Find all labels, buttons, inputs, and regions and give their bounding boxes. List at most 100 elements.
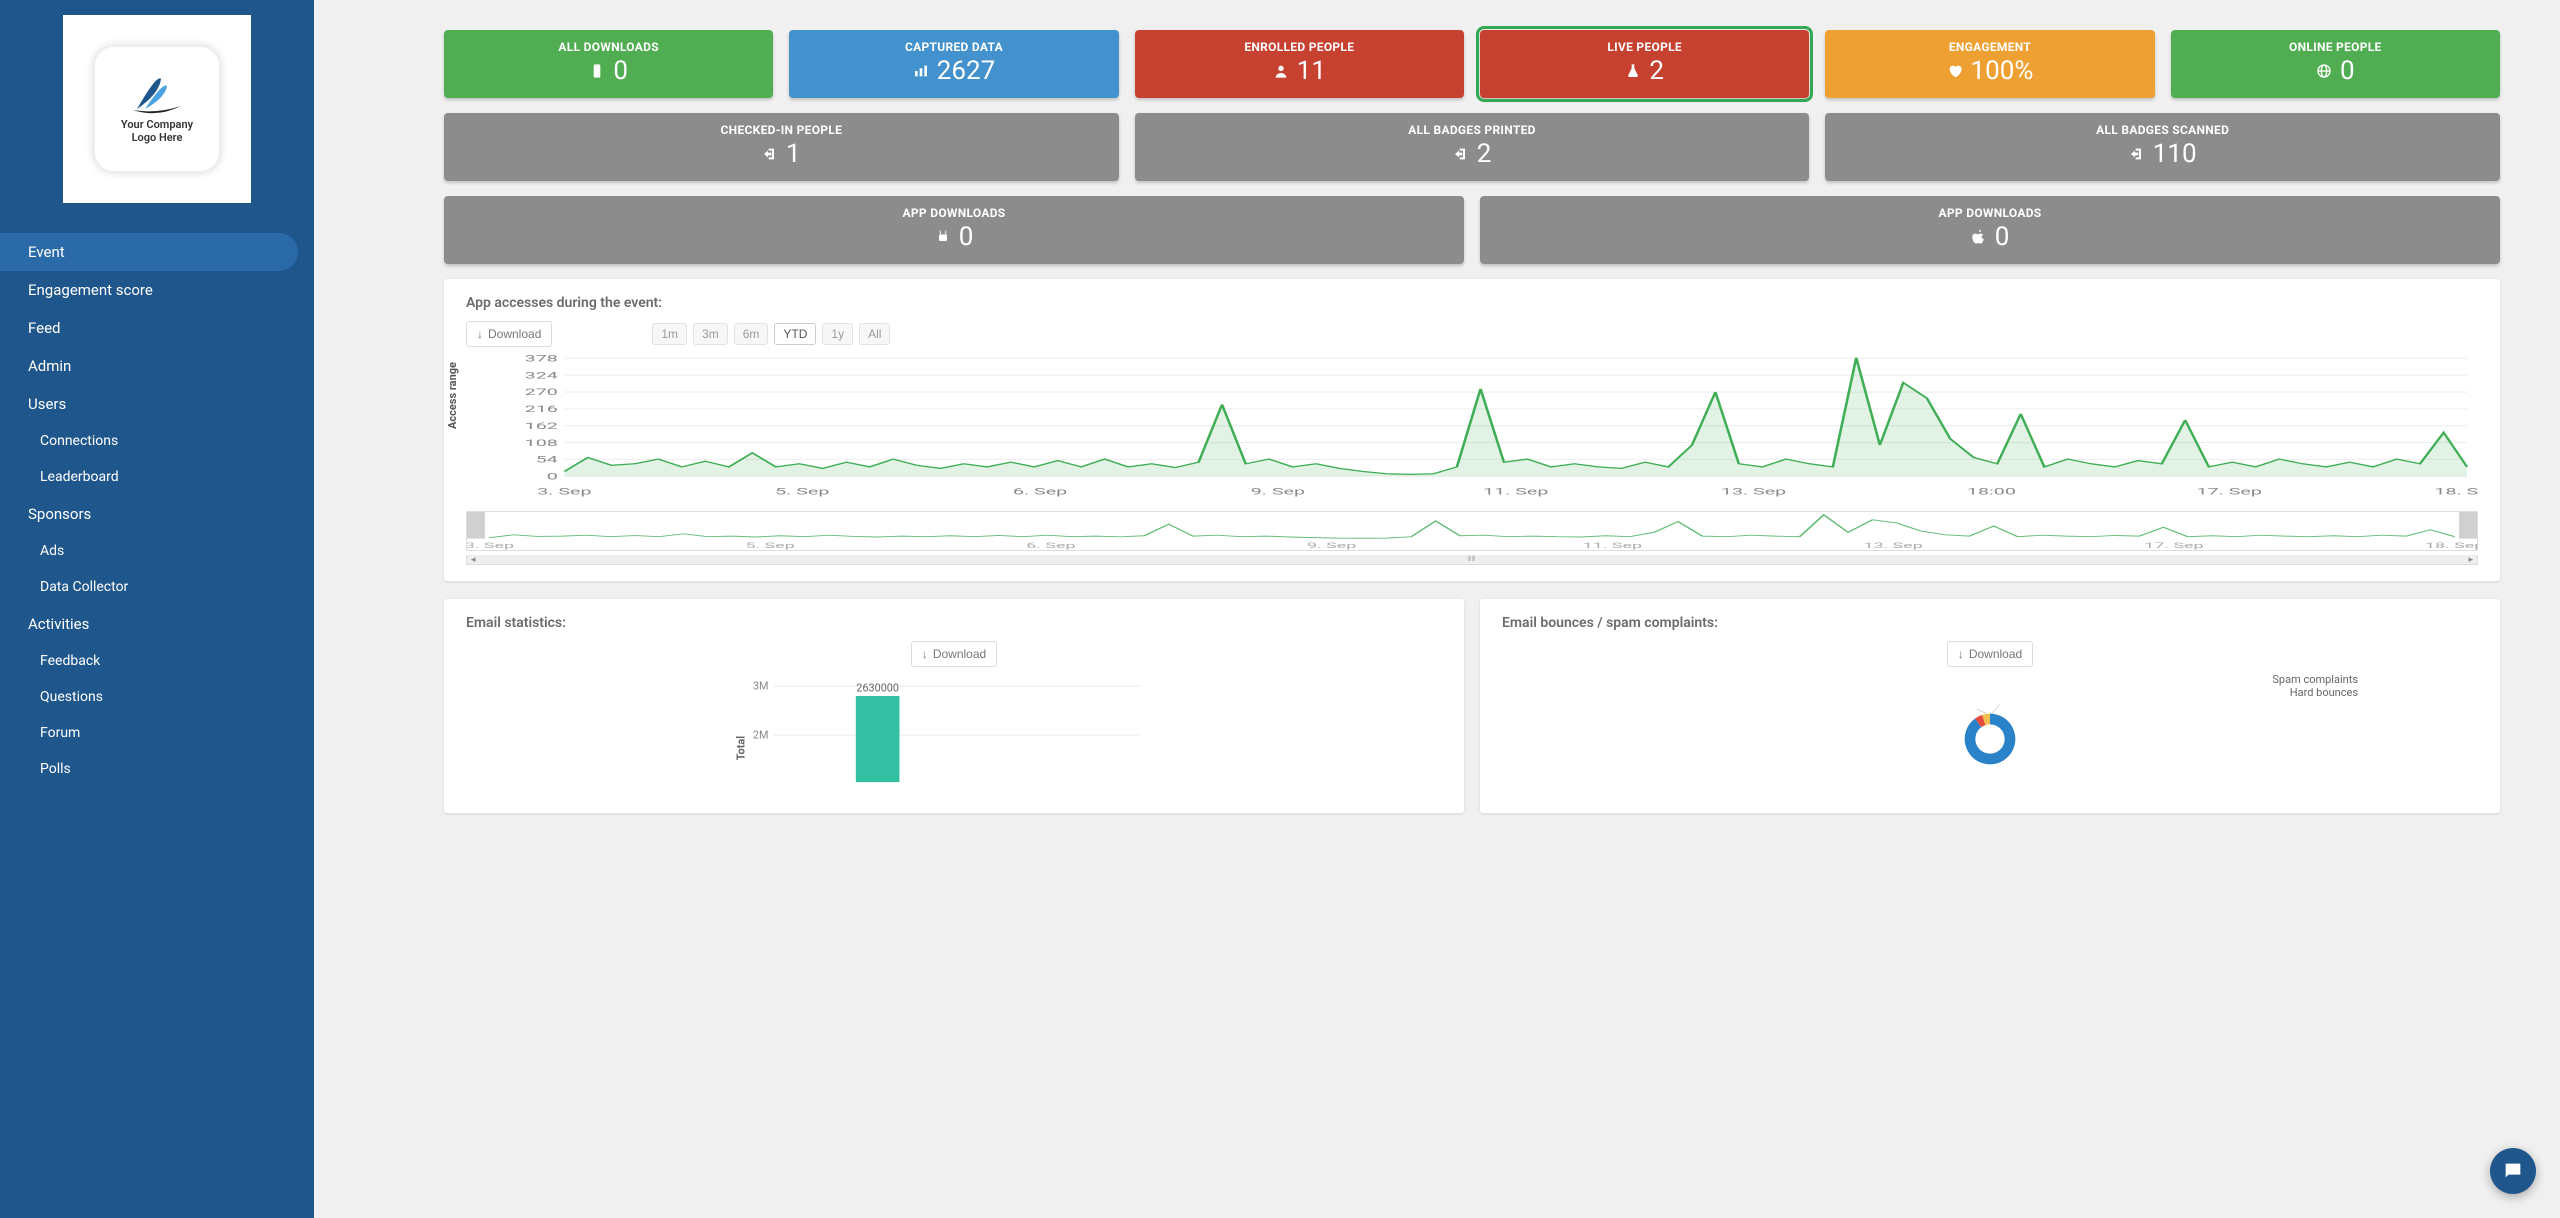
- chat-icon: [2502, 1160, 2524, 1182]
- metric-app-downloads[interactable]: APP DOWNLOADS0: [1480, 196, 2500, 264]
- sidebar-item-activities[interactable]: Activities: [0, 605, 314, 643]
- svg-text:11. Sep: 11. Sep: [1583, 541, 1643, 550]
- sidebar-item-users[interactable]: Users: [0, 385, 314, 423]
- email-bounces-panel: Email bounces / spam complaints: ↓ Downl…: [1480, 599, 2500, 813]
- sidebar-item-sponsors[interactable]: Sponsors: [0, 495, 314, 533]
- svg-text:11. Sep: 11. Sep: [1483, 486, 1548, 497]
- login-icon: [1453, 145, 1469, 164]
- svg-text:9. Sep: 9. Sep: [1307, 541, 1357, 550]
- svg-text:13. Sep: 13. Sep: [1863, 541, 1923, 550]
- bounces-donut-chart: [1930, 699, 2050, 779]
- sidebar-item-feed[interactable]: Feed: [0, 309, 314, 347]
- sidebar-item-forum[interactable]: Forum: [0, 715, 314, 751]
- logo-text-2: Logo Here: [132, 131, 183, 144]
- sidebar-item-engagement-score[interactable]: Engagement score: [0, 271, 314, 309]
- nav-list: EventEngagement scoreFeedAdminUsersConne…: [0, 233, 314, 787]
- svg-text:216: 216: [525, 403, 558, 414]
- download-icon: ↓: [1958, 647, 1964, 661]
- metric-checked-in-people[interactable]: CHECKED-IN PEOPLE1: [444, 113, 1119, 181]
- metric-live-people[interactable]: LIVE PEOPLE2: [1480, 30, 1809, 98]
- svg-text:18. Sep: 18. Sep: [2425, 541, 2478, 550]
- sidebar-item-questions[interactable]: Questions: [0, 679, 314, 715]
- svg-text:2M: 2M: [753, 728, 769, 741]
- flask-icon: [1625, 62, 1641, 81]
- range-1m[interactable]: 1m: [652, 323, 687, 345]
- svg-text:108: 108: [525, 437, 558, 448]
- sidebar-item-polls[interactable]: Polls: [0, 751, 314, 787]
- logo-container: Your CompanyLogo Here: [63, 15, 251, 203]
- svg-text:17. Sep: 17. Sep: [2197, 486, 2262, 497]
- svg-text:9. Sep: 9. Sep: [1251, 486, 1305, 497]
- sidebar-item-admin[interactable]: Admin: [0, 347, 314, 385]
- metric-all-badges-scanned[interactable]: ALL BADGES SCANNED110: [1825, 113, 2500, 181]
- svg-text:3. Sep: 3. Sep: [466, 541, 514, 550]
- range-6m[interactable]: 6m: [734, 323, 769, 345]
- email-stats-title: Email statistics:: [466, 615, 1442, 631]
- range-3m[interactable]: 3m: [693, 323, 728, 345]
- svg-text:3. Sep: 3. Sep: [537, 486, 591, 497]
- heart-icon: [1947, 62, 1963, 81]
- user-icon: [1273, 62, 1289, 81]
- metric-app-downloads[interactable]: APP DOWNLOADS0: [444, 196, 1464, 264]
- download-icon: ↓: [922, 647, 928, 661]
- logo: Your CompanyLogo Here: [92, 44, 222, 174]
- access-chart-title: App accesses during the event:: [466, 295, 2478, 311]
- logo-text-1: Your Company: [121, 118, 193, 131]
- svg-text:2630000: 2630000: [856, 682, 899, 695]
- svg-text:5. Sep: 5. Sep: [775, 486, 829, 497]
- metric-captured-data[interactable]: CAPTURED DATA2627: [789, 30, 1118, 98]
- svg-text:6. Sep: 6. Sep: [1026, 541, 1076, 550]
- metrics-row-3: APP DOWNLOADS0APP DOWNLOADS0: [444, 196, 2500, 264]
- metric-all-badges-printed[interactable]: ALL BADGES PRINTED2: [1135, 113, 1810, 181]
- svg-text:13. Sep: 13. Sep: [1721, 486, 1786, 497]
- metric-engagement[interactable]: ENGAGEMENT100%: [1825, 30, 2154, 98]
- download-email-stats-button[interactable]: ↓ Download: [911, 641, 997, 667]
- svg-text:5. Sep: 5. Sep: [745, 541, 795, 550]
- svg-text:18. Sep: 18. Sep: [2434, 486, 2478, 497]
- metrics-row-1: ALL DOWNLOADS0CAPTURED DATA2627ENROLLED …: [444, 30, 2500, 98]
- globe-icon: [2316, 62, 2332, 81]
- email-stats-panel: Email statistics: ↓ Download 3M2M2630000…: [444, 599, 1464, 813]
- android-icon: [935, 228, 951, 247]
- range-1y[interactable]: 1y: [822, 323, 853, 345]
- sidebar: Your CompanyLogo Here EventEngagement sc…: [0, 0, 314, 1218]
- access-ylabel: Access range: [446, 362, 459, 429]
- sidebar-item-data-collector[interactable]: Data Collector: [0, 569, 314, 605]
- access-chart-panel: App accesses during the event: ↓ Downloa…: [444, 279, 2500, 581]
- chat-fab[interactable]: [2490, 1148, 2536, 1194]
- metric-all-downloads[interactable]: ALL DOWNLOADS0: [444, 30, 773, 98]
- download-access-chart-button[interactable]: ↓ Download: [466, 321, 552, 347]
- email-bar-chart: 3M2M2630000Total: [466, 673, 1442, 793]
- download-icon: ↓: [477, 327, 483, 341]
- access-nav-chart[interactable]: 3. Sep 5. Sep 6. Sep 9. Sep 11. Sep 13. Sep 17…: [466, 511, 2478, 551]
- nav-scrollbar[interactable]: ⦀⦀: [466, 555, 2478, 565]
- download-label: Download: [1969, 647, 2022, 661]
- login-icon: [2129, 145, 2145, 164]
- sidebar-item-ads[interactable]: Ads: [0, 533, 314, 569]
- svg-text:6. Sep: 6. Sep: [1013, 486, 1067, 497]
- range-all[interactable]: All: [859, 323, 890, 345]
- download-label: Download: [488, 327, 541, 341]
- download-email-bounces-button[interactable]: ↓ Download: [1947, 641, 2033, 667]
- metrics-row-2: CHECKED-IN PEOPLE1ALL BADGES PRINTED2ALL…: [444, 113, 2500, 181]
- access-line-chart: 3783242702161621085403. Sep5. Sep6. Sep9…: [466, 353, 2478, 503]
- sidebar-item-leaderboard[interactable]: Leaderboard: [0, 459, 314, 495]
- range-ytd[interactable]: YTD: [774, 323, 816, 345]
- sidebar-item-feedback[interactable]: Feedback: [0, 643, 314, 679]
- bars-icon: [913, 62, 929, 81]
- sail-logo-icon: [127, 74, 187, 114]
- svg-text:18:00: 18:00: [1967, 486, 2016, 497]
- metric-enrolled-people[interactable]: ENROLLED PEOPLE11: [1135, 30, 1464, 98]
- sidebar-item-connections[interactable]: Connections: [0, 423, 314, 459]
- spam-label: Spam complaints: [2272, 673, 2358, 686]
- sidebar-item-event[interactable]: Event: [0, 233, 298, 271]
- metric-online-people[interactable]: ONLINE PEOPLE0: [2171, 30, 2500, 98]
- svg-text:17. Sep: 17. Sep: [2144, 541, 2204, 550]
- apple-icon: [1971, 228, 1987, 247]
- svg-text:162: 162: [525, 420, 559, 431]
- email-bounces-title: Email bounces / spam complaints:: [1502, 615, 2478, 631]
- download-label: Download: [933, 647, 986, 661]
- svg-text:54: 54: [536, 454, 558, 465]
- main-content: ALL DOWNLOADS0CAPTURED DATA2627ENROLLED …: [314, 0, 2560, 1218]
- svg-text:Total: Total: [735, 736, 748, 760]
